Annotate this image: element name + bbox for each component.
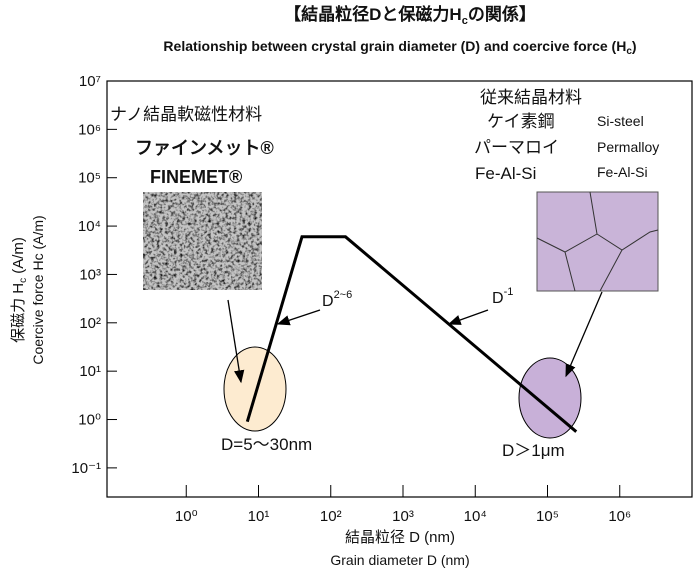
x-tick-label: 10²	[320, 508, 342, 525]
x-axis-label: Grain diameter D (nm)	[330, 552, 469, 568]
x-tick-label: 10⁰	[175, 508, 198, 525]
y-tick-label: 10⁶	[78, 121, 101, 138]
annotation: D2~6	[322, 289, 352, 310]
chart-subtitle: Relationship between crystal grain diame…	[163, 38, 636, 57]
annotation: パーマロイ	[474, 138, 559, 157]
y-axis-label: 保磁力 Hc (A/m)	[10, 237, 29, 343]
data-line	[245, 235, 578, 433]
y-tick-label: 10⁻¹	[71, 460, 101, 477]
conventional-region	[518, 357, 582, 439]
y-tick-label: 10⁷	[79, 73, 101, 90]
y-tick-label: 10³	[79, 266, 101, 283]
annotation: Fe-Al-Si	[475, 164, 536, 183]
chart-title: 【結晶粒径Dと保磁力Hcの関係】	[284, 4, 536, 27]
y-tick-label: 10⁰	[78, 412, 101, 429]
annotation: D＞1μm	[502, 441, 565, 460]
arrow	[276, 309, 321, 326]
x-axis-label: 結晶粒径 D (nm)	[345, 529, 455, 546]
plot-frame	[106, 80, 693, 498]
arrow	[447, 309, 489, 325]
x-tick-label: 10⁵	[536, 508, 559, 525]
annotation: ファインメット®	[135, 138, 274, 158]
x-tick-label: 10⁶	[608, 508, 631, 525]
y-tick-label: 10²	[79, 315, 101, 332]
x-tick-label: 10³	[392, 508, 414, 525]
nano-region	[223, 346, 287, 432]
annotation: D-1	[492, 286, 513, 307]
x-tick-label: 10¹	[248, 508, 270, 525]
annotation: FINEMET®	[150, 167, 242, 187]
annotation: Fe-Al-Si	[597, 164, 648, 180]
annotation: ケイ素鋼	[487, 112, 555, 131]
arrow	[565, 291, 603, 378]
micrograph-texture	[143, 192, 262, 290]
x-tick-label: 10⁴	[464, 508, 487, 525]
annotation: 従来結晶材料	[480, 88, 582, 107]
arrow	[227, 299, 245, 384]
y-axis-label: Coercive force Hc (A/m)	[30, 215, 46, 364]
y-tick-label: 10⁵	[78, 170, 101, 187]
annotation: ナノ結晶軟磁性材料	[110, 105, 262, 124]
micrograph-conventional	[536, 191, 659, 292]
y-tick-label: 10¹	[79, 363, 101, 380]
annotation: D=5～30nm	[221, 435, 312, 454]
y-tick-label: 10⁴	[78, 218, 101, 235]
annotation: Permalloy	[597, 139, 659, 155]
annotation: Si-steel	[597, 113, 644, 129]
